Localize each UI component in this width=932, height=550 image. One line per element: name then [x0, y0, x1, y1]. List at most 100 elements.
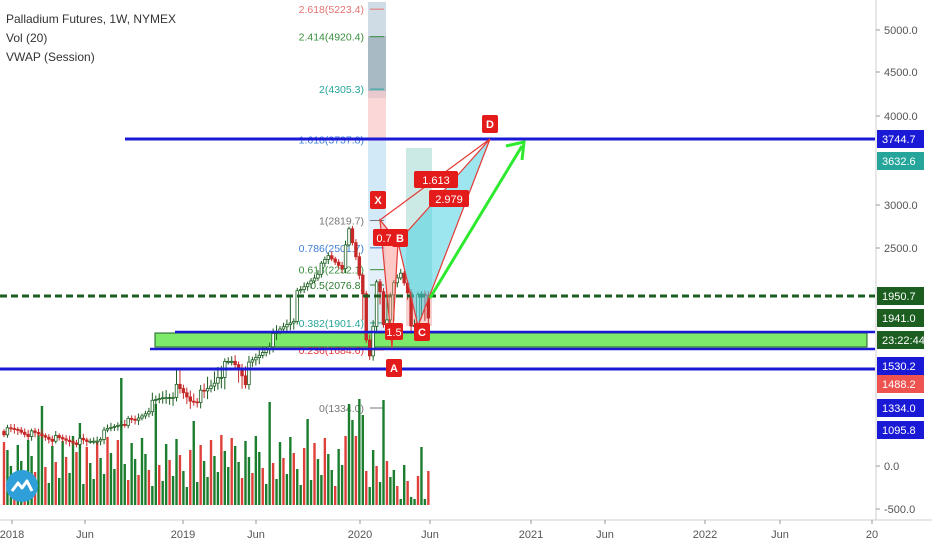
- candle-body: [257, 354, 261, 359]
- pattern-ratio-label: 1.5: [386, 327, 401, 339]
- candle-body: [364, 293, 368, 341]
- pattern-point-badge: [392, 229, 408, 247]
- volume-bar: [151, 486, 154, 505]
- volume-bar: [44, 467, 47, 505]
- candle-body: [343, 244, 348, 270]
- candle-body: [326, 255, 330, 260]
- fib-level-label: 1.618(3737.8): [299, 135, 364, 147]
- candle-body: [22, 431, 27, 435]
- candle-body: [109, 426, 113, 429]
- volume-bar: [285, 474, 289, 505]
- time-tick-label: 2019: [171, 529, 195, 541]
- volume-bar: [106, 437, 109, 505]
- candle-body: [347, 228, 351, 246]
- volume-bar: [109, 453, 113, 505]
- candle-body: [102, 429, 106, 440]
- candle-body: [371, 325, 375, 357]
- price-tick-label: 4000.0: [884, 111, 918, 123]
- candle-body: [247, 361, 251, 386]
- candle-body: [254, 357, 258, 361]
- pattern-point-badge: [370, 191, 386, 209]
- volume-bar: [175, 439, 178, 505]
- fib-level-label: 2.618(5223.4): [299, 4, 364, 16]
- volume-bar: [302, 448, 306, 505]
- candle-body: [54, 435, 58, 442]
- candle-body: [74, 442, 79, 445]
- volume-bar: [133, 459, 137, 505]
- volume-bar: [99, 458, 102, 505]
- price-marker: [877, 331, 924, 349]
- candle-body: [285, 324, 289, 328]
- candle-body: [302, 286, 306, 290]
- volume-bar: [427, 471, 430, 505]
- pattern-point-x: X: [374, 195, 382, 207]
- candle-body: [354, 242, 358, 258]
- volume-tick-label: -500.0: [884, 504, 915, 516]
- vwap-indicator-label[interactable]: VWAP (Session): [6, 50, 95, 64]
- candle-body: [243, 375, 248, 386]
- pattern-ratio-badge: [373, 229, 395, 246]
- candle-body: [192, 400, 196, 403]
- volume-bar: [320, 475, 323, 505]
- symbol-title[interactable]: Palladium Futures, 1W, NYMEX: [6, 12, 177, 26]
- candle-body: [78, 437, 82, 445]
- price-tick-label: 2500.0: [884, 243, 918, 255]
- volume-bar: [206, 477, 209, 505]
- tradingview-logo-icon[interactable]: [6, 470, 38, 502]
- fib-level-label: 2.414(4920.4): [299, 32, 364, 44]
- volume-bar: [247, 457, 251, 505]
- candle-body: [188, 396, 192, 402]
- volume-bar: [144, 454, 147, 505]
- volume-bar: [385, 461, 389, 505]
- volume-bar: [268, 402, 271, 505]
- fib-level-label: 0.786(2501.7): [299, 243, 364, 255]
- candle-body: [16, 428, 20, 431]
- volume-bar: [368, 487, 371, 505]
- volume-bar: [309, 480, 313, 505]
- price-tick-label: 3000.0: [884, 200, 918, 212]
- volume-bar: [327, 454, 330, 505]
- candle-body: [29, 430, 34, 437]
- price-marker: [877, 287, 924, 305]
- volume-bar: [230, 438, 233, 505]
- candle-body: [67, 439, 72, 442]
- price-marker: [877, 421, 924, 439]
- candle-body: [185, 392, 189, 398]
- price-marker-label: 1941.0: [882, 313, 916, 325]
- volume-bar: [61, 441, 64, 505]
- volume-bar: [251, 473, 254, 505]
- candle-body: [71, 441, 75, 444]
- volume-bar: [340, 465, 344, 505]
- volume-bar: [265, 484, 268, 505]
- volume-bar: [178, 455, 182, 505]
- volume-bar: [292, 453, 295, 505]
- volume-bar: [258, 452, 261, 505]
- volume-indicator-label[interactable]: Vol (20): [6, 31, 48, 45]
- volume-bar: [296, 469, 299, 505]
- volume-bar: [323, 438, 327, 505]
- time-tick-label: 2020: [348, 529, 372, 541]
- candle-body: [116, 425, 120, 427]
- volume-bar: [85, 447, 88, 505]
- candle-body: [92, 440, 96, 443]
- candle-body: [88, 440, 92, 443]
- volume-bar: [54, 462, 57, 505]
- volume-bar: [313, 443, 316, 505]
- volume-bar: [64, 457, 68, 505]
- fib-level-label: 0.618(2252.1): [299, 265, 364, 277]
- volume-bar: [361, 415, 364, 505]
- candle-body: [181, 388, 186, 394]
- fib-band: [368, 36, 386, 91]
- volume-bar: [89, 463, 92, 505]
- pattern-ratio-badge: [429, 190, 469, 207]
- candle-body: [202, 389, 206, 392]
- volume-bar: [227, 467, 230, 505]
- fib-level-label: 1(2819.7): [319, 216, 364, 228]
- price-marker-label: 1334.0: [882, 403, 916, 415]
- candle-body: [81, 437, 86, 441]
- fib-band: [368, 2, 386, 98]
- candle-body: [330, 255, 334, 260]
- volume-bar: [161, 481, 164, 505]
